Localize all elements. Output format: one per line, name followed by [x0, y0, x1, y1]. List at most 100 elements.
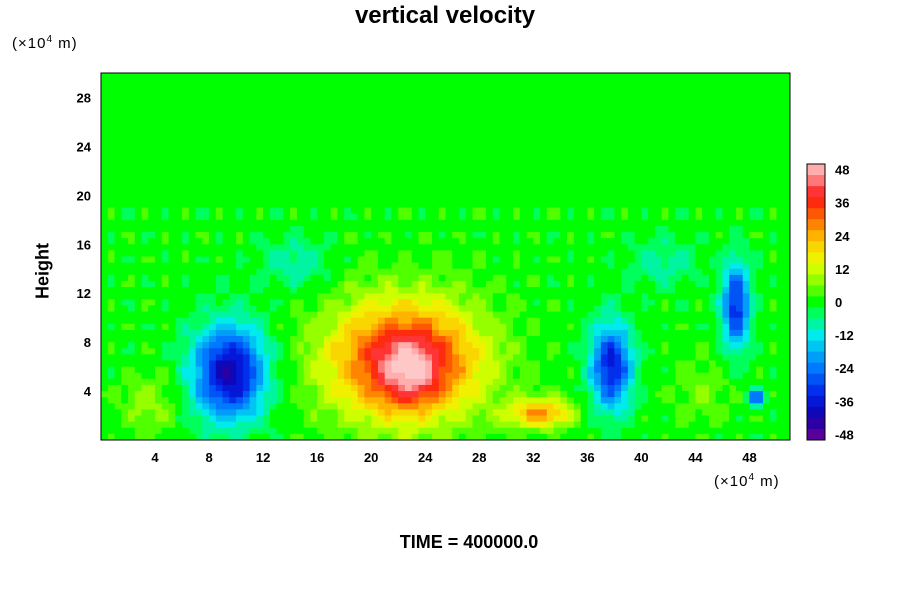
heat-cell [526, 262, 534, 270]
heat-cell [202, 238, 210, 245]
heat-cell [229, 409, 237, 417]
heat-cell [540, 348, 548, 355]
heat-cell [141, 372, 149, 380]
heat-cell [661, 103, 670, 111]
heat-cell [148, 134, 156, 141]
heat-cell [229, 391, 237, 398]
heat-cell [121, 329, 129, 337]
heat-cell [641, 378, 649, 386]
heat-cell [533, 232, 541, 239]
heat-cell [398, 115, 406, 123]
heat-cell [182, 305, 190, 313]
heat-cell [634, 268, 642, 276]
heat-cell [148, 366, 156, 374]
heat-cell [310, 329, 318, 337]
heat-cell [128, 403, 136, 411]
heat-cell [263, 305, 271, 313]
heat-cell [641, 415, 649, 423]
heat-cell [364, 378, 372, 386]
heat-cell [357, 121, 366, 129]
heat-cell [256, 152, 264, 160]
heat-cell [330, 250, 339, 258]
heat-cell [148, 397, 156, 404]
heat-cell [330, 121, 339, 129]
heat-cell [364, 183, 372, 190]
heat-cell [195, 183, 203, 190]
heat-cell [553, 274, 561, 282]
heat-cell [600, 305, 609, 313]
heat-cell [357, 305, 366, 313]
heat-cell [168, 391, 176, 398]
heat-cell [209, 134, 217, 141]
heat-cell [621, 225, 629, 233]
heat-cell [445, 244, 453, 251]
heat-cell [182, 378, 190, 386]
heat-cell [398, 366, 406, 374]
heat-cell [391, 115, 399, 123]
heat-cell [526, 372, 534, 380]
heat-cell [290, 409, 298, 417]
heat-cell [438, 372, 447, 380]
heat-cell [445, 293, 453, 300]
heat-cell [290, 91, 298, 99]
heat-cell [303, 366, 311, 374]
heat-cell [310, 323, 318, 331]
heat-cell [459, 225, 467, 233]
heat-cell [641, 79, 649, 86]
heat-cell [519, 427, 528, 435]
heat-cell [371, 91, 379, 99]
heat-cell [513, 415, 521, 423]
heat-cell [621, 384, 629, 392]
heat-cell [323, 397, 332, 404]
heat-cell [499, 409, 507, 417]
heat-cell [404, 134, 413, 141]
heat-cell [141, 121, 149, 129]
heat-cell [107, 189, 116, 196]
heat-cell [175, 293, 183, 300]
heat-cell [513, 85, 521, 92]
heat-cell [283, 256, 291, 264]
heat-cell [486, 415, 494, 423]
heat-cell [128, 146, 136, 154]
heat-cell [148, 262, 156, 270]
heat-cell [317, 311, 325, 319]
heat-cell [546, 397, 555, 404]
heat-cell [202, 140, 210, 147]
heat-cell [209, 360, 217, 368]
heat-cell [249, 140, 257, 147]
heat-cell [398, 409, 406, 417]
heat-cell [600, 244, 609, 251]
heat-cell [431, 201, 440, 209]
heat-cell [357, 158, 366, 166]
heat-cell [276, 146, 284, 154]
heat-cell [553, 232, 561, 239]
heat-cell [161, 219, 170, 227]
heat-cell [229, 250, 237, 258]
heat-cell [209, 97, 217, 105]
heat-cell [587, 103, 595, 111]
heat-cell [229, 164, 237, 172]
heat-cell [202, 79, 210, 86]
heat-cell [283, 134, 291, 141]
heat-cell [560, 384, 568, 392]
heat-cell [222, 219, 230, 227]
heat-cell [296, 213, 305, 221]
heat-cell [350, 176, 359, 184]
heat-cell [506, 280, 514, 288]
heat-cell [513, 256, 521, 264]
heat-cell [533, 342, 541, 349]
heat-cell [296, 170, 305, 178]
heat-cell [290, 244, 298, 251]
heat-cell [560, 219, 568, 227]
heat-cell [371, 427, 379, 435]
heat-cell [459, 329, 467, 337]
heat-cell [168, 250, 176, 258]
heat-cell [600, 183, 609, 190]
heat-cell [364, 225, 372, 233]
heat-cell [465, 293, 474, 300]
heat-cell [425, 421, 433, 429]
heat-cell [296, 384, 305, 392]
heat-cell [513, 317, 521, 325]
heat-cell [445, 415, 453, 423]
heat-cell [222, 256, 230, 264]
